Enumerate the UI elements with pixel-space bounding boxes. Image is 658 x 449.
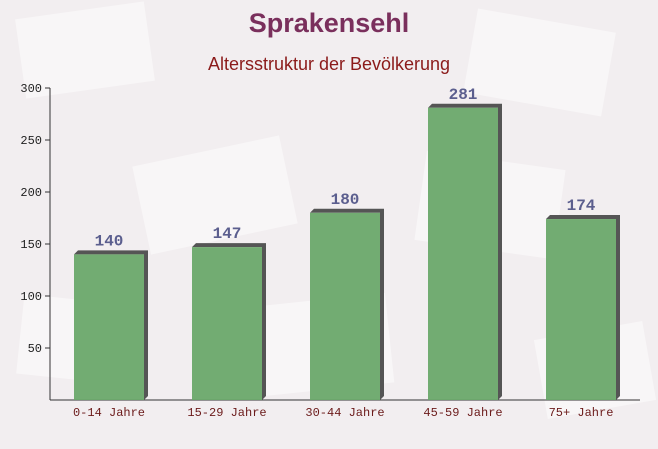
value-label: 140 [95,232,124,250]
y-tick-label: 300 [20,82,42,96]
bar [310,212,380,400]
bar [546,219,616,400]
x-tick-label: 30-44 Jahre [305,406,384,420]
value-label: 174 [567,197,596,215]
value-label: 180 [331,191,360,209]
bar [428,107,498,400]
y-tick-label: 50 [28,342,42,356]
x-tick-label: 75+ Jahre [549,406,614,420]
bar [192,247,262,400]
y-tick-label: 200 [20,186,42,200]
x-tick-label: 0-14 Jahre [73,406,145,420]
x-tick-label: 45-59 Jahre [423,406,502,420]
value-label: 147 [213,225,242,243]
y-tick-label: 250 [20,134,42,148]
chart-subtitle: Altersstruktur der Bevölkerung [208,54,450,74]
y-tick-label: 150 [20,238,42,252]
value-label: 281 [449,86,478,104]
bar [74,254,144,400]
y-tick-label: 100 [20,290,42,304]
x-tick-label: 15-29 Jahre [187,406,266,420]
chart-title: Sprakensehl [249,8,410,38]
